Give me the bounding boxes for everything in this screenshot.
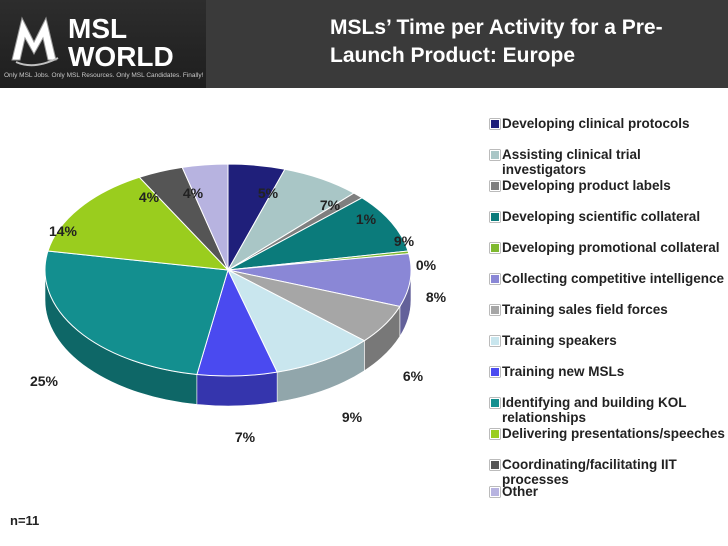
data-label-training-sales-field-forces: 6% — [403, 368, 424, 384]
legend-swatch — [490, 274, 500, 284]
header-banner: MSL WORLD Only MSL Jobs. Only MSL Resour… — [0, 0, 728, 88]
legend-swatch — [490, 150, 500, 160]
legend-label: Developing product labels — [502, 178, 671, 193]
data-label-collecting-competitive-intelligence: 8% — [426, 289, 447, 305]
legend-swatch — [490, 181, 500, 191]
legend-swatch — [490, 243, 500, 253]
pie-tops — [44, 163, 412, 377]
data-label-developing-product-labels: 1% — [356, 211, 377, 227]
legend-swatch — [490, 429, 500, 439]
legend-label: Identifying and building KOL relationshi… — [502, 395, 687, 425]
legend-label: Training speakers — [502, 333, 617, 348]
data-label-training-new-msls: 7% — [235, 429, 256, 445]
legend-label: Training new MSLs — [502, 364, 625, 379]
legend-swatch — [490, 336, 500, 346]
data-label-delivering-presentations-speeches: 14% — [49, 223, 78, 239]
data-label-identifying-and-building-kol-relationships: 25% — [30, 373, 59, 389]
sample-size-note: n=11 — [10, 513, 40, 528]
pie-slice-developing-scientific-collateral — [227, 197, 409, 271]
legend-label: Delivering presentations/speeches — [502, 426, 725, 441]
data-label-training-speakers: 9% — [342, 409, 363, 425]
data-label-developing-scientific-collateral: 9% — [394, 233, 415, 249]
data-label-other: 4% — [183, 185, 204, 201]
chart-title: MSLs’ Time per Activity for a Pre-Launch… — [330, 16, 663, 67]
pie-data-labels: 5%7%1%9%0%8%6%9%7%25%14%4% 4% — [30, 185, 447, 445]
legend-swatch — [490, 367, 500, 377]
pie-slice-training-speakers — [226, 268, 366, 373]
legend-swatch — [490, 119, 500, 129]
legend-label: Training sales field forces — [502, 302, 668, 317]
data-label-assisting-clinical-trial-investigators: 7% — [320, 197, 341, 213]
pie-slice-identifying-and-building-kol-relationships — [44, 250, 229, 375]
pie-slice-other — [181, 163, 229, 271]
logo-text-msl: MSL — [68, 13, 127, 44]
legend-swatch — [490, 212, 500, 222]
data-label-coordinating-facilitating-iit-processes: 4% — [139, 189, 160, 205]
msl-world-logo: MSL WORLD — [11, 13, 174, 70]
logo-tagline: Only MSL Jobs. Only MSL Resources. Only … — [4, 72, 204, 79]
legend-label: Other — [502, 484, 539, 499]
legend-swatch — [490, 460, 500, 470]
legend-label: Collecting competitive intelligence — [502, 271, 725, 286]
legend-label: Developing scientific collateral — [502, 209, 701, 224]
legend-swatch — [490, 305, 500, 315]
pie-sides — [44, 269, 412, 407]
logo: MSL WORLD Only MSL Jobs. Only MSL Resour… — [0, 0, 206, 88]
pie-side-training-new-msls — [196, 371, 278, 407]
logo-m-mark — [11, 16, 57, 61]
data-label-developing-promotional-collateral: 0% — [416, 257, 437, 273]
data-label-developing-clinical-protocols: 5% — [258, 185, 279, 201]
legend-label: Developing clinical protocols — [502, 116, 690, 131]
legend-swatch — [490, 398, 500, 408]
legend-label: Developing promotional collateral — [502, 240, 720, 255]
legend-swatch — [490, 487, 500, 497]
legend-label: Assisting clinical trial investigators — [502, 147, 641, 177]
pie-chart: 5%7%1%9%0%8%6%9%7%25%14%4% 4% — [30, 163, 447, 445]
pie-slice-delivering-presentations-speeches — [47, 176, 230, 271]
legend-label: Coordinating/facilitating IIT processes — [502, 457, 677, 487]
logo-text-world: WORLD — [68, 41, 174, 70]
pie-slice-collecting-competitive-intelligence — [227, 253, 412, 307]
